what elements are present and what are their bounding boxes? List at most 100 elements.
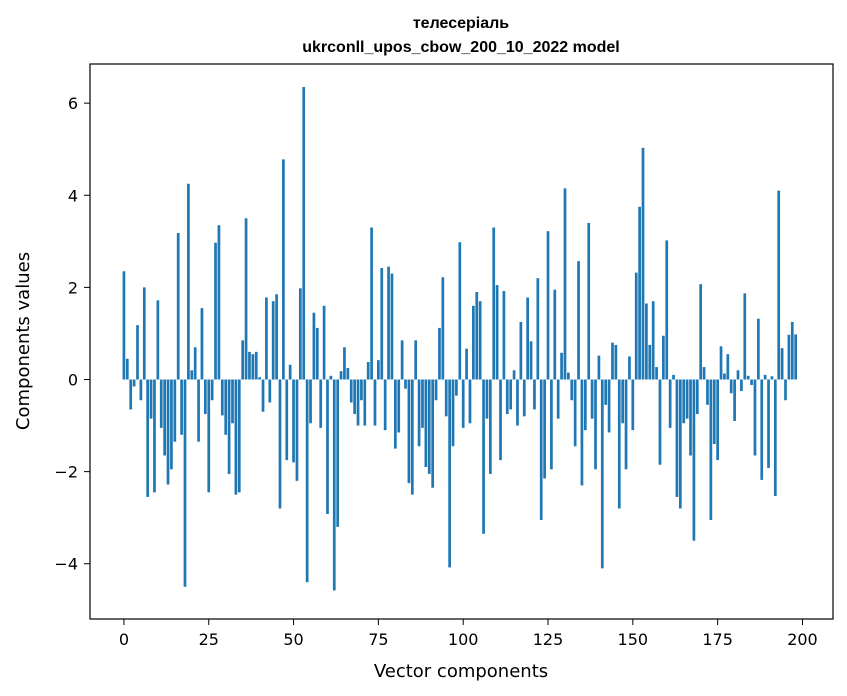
bar-57	[315, 327, 319, 380]
y-tick-label: 4	[68, 186, 78, 205]
bar-155	[648, 344, 652, 380]
bar-41	[261, 379, 265, 412]
bar-182	[740, 379, 743, 392]
bar-96	[448, 379, 451, 568]
bar-48	[285, 379, 289, 461]
chart-title-line-2: ukrconll_upos_cbow_200_10_2022 model	[302, 39, 619, 56]
bar-170	[699, 284, 703, 380]
bar-185	[750, 379, 753, 386]
y-tick-label: −2	[54, 463, 78, 482]
bar-123	[539, 379, 543, 520]
bar-63	[336, 379, 340, 527]
bar-102	[468, 379, 472, 424]
bar-0	[122, 271, 126, 380]
bar-87	[417, 379, 421, 447]
y-axis-label: Components values	[13, 252, 34, 430]
bar-11	[159, 379, 163, 428]
x-axis-label: Vector components	[374, 661, 548, 682]
bar-197	[790, 321, 794, 380]
bar-179	[729, 379, 733, 394]
bar-131	[567, 372, 570, 380]
bar-115	[512, 370, 516, 380]
chart-title-line-1: телесеріаль	[413, 15, 509, 32]
bar-196	[787, 334, 791, 380]
bar-107	[485, 379, 489, 419]
bar-125	[546, 231, 550, 380]
bar-92	[434, 379, 438, 401]
bar-122	[536, 278, 540, 380]
bar-24	[203, 379, 207, 415]
bar-112	[502, 291, 506, 380]
y-axis-ticks: −4 −2 0 2 4 6	[54, 94, 90, 574]
bar-58	[319, 379, 323, 428]
bar-54	[305, 379, 309, 583]
bar-177	[723, 373, 726, 380]
bar-101	[465, 348, 468, 380]
bar-193	[777, 190, 781, 380]
bar-79	[390, 273, 394, 380]
bar-166	[685, 379, 689, 419]
bar-90	[427, 379, 431, 474]
bar-148	[624, 379, 628, 470]
bar-35	[241, 340, 245, 380]
bar-191	[770, 376, 774, 380]
bar-89	[424, 379, 428, 468]
bar-134	[577, 261, 580, 380]
bar-124	[543, 379, 546, 479]
bar-118	[522, 379, 526, 417]
x-tick-label: 200	[787, 630, 818, 649]
bar-39	[254, 351, 258, 380]
bar-25	[207, 379, 211, 493]
y-tick-label: 2	[68, 278, 78, 297]
bar-77	[383, 379, 387, 431]
bar-73	[370, 227, 373, 380]
bar-43	[268, 379, 272, 403]
bar-91	[431, 379, 435, 488]
bar-147	[621, 379, 625, 424]
bar-1	[125, 358, 129, 380]
bar-160	[665, 240, 669, 380]
bar-51	[295, 379, 299, 481]
bar-49	[288, 364, 292, 380]
bar-104	[475, 291, 479, 380]
bar-158	[658, 379, 662, 465]
bar-30	[224, 379, 228, 435]
bar-7	[146, 379, 150, 497]
bar-175	[716, 379, 719, 461]
bar-16	[176, 233, 180, 380]
bar-42	[265, 297, 268, 380]
bar-145	[614, 344, 618, 380]
bar-60	[326, 379, 329, 514]
bar-74	[373, 379, 377, 426]
bar-61	[329, 375, 333, 380]
bar-187	[757, 318, 760, 380]
bar-80	[393, 379, 397, 449]
bar-138	[590, 379, 594, 419]
bar-44	[271, 301, 275, 380]
bar-176	[719, 346, 723, 380]
bar-174	[712, 379, 716, 444]
bar-164	[678, 379, 682, 509]
bar-12	[163, 379, 166, 456]
bar-10	[156, 300, 160, 380]
bar-161	[668, 379, 672, 428]
bars-group	[122, 87, 798, 591]
bar-95	[444, 379, 448, 417]
bar-21	[193, 347, 197, 380]
bar-172	[706, 379, 709, 405]
bar-36	[244, 218, 248, 380]
bar-156	[651, 301, 655, 380]
bar-37	[248, 351, 251, 380]
bar-38	[251, 354, 255, 380]
bar-94	[441, 277, 445, 380]
x-tick-label: 100	[448, 630, 479, 649]
x-tick-label: 75	[368, 630, 388, 649]
bar-55	[309, 379, 312, 424]
bar-2	[129, 379, 133, 410]
bar-78	[387, 266, 390, 380]
bar-56	[312, 312, 316, 380]
bar-64	[339, 371, 343, 380]
bar-121	[533, 379, 536, 410]
bar-3	[132, 379, 136, 387]
bar-180	[733, 379, 736, 421]
